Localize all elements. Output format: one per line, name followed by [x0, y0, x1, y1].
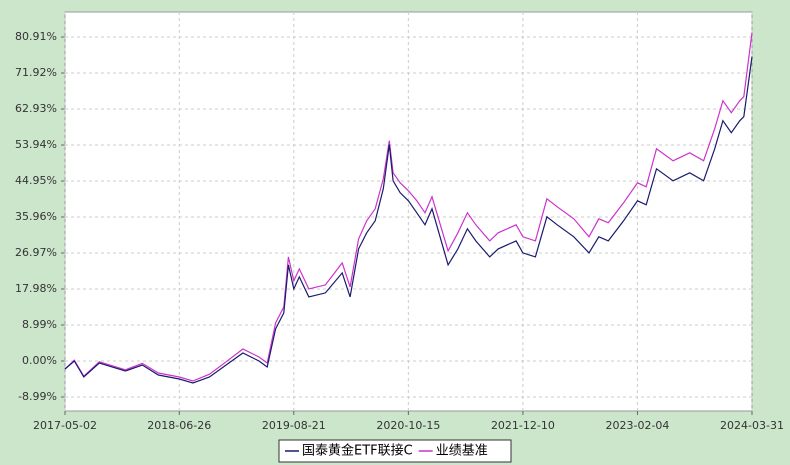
y-tick-label: 80.91% [15, 30, 57, 43]
legend-label: 国泰黄金ETF联接C [302, 443, 413, 459]
y-tick-label: 62.93% [15, 102, 57, 115]
x-tick-label: 2020-10-15 [376, 419, 440, 432]
x-tick-label: 2023-02-04 [605, 419, 669, 432]
y-tick-label: -8.99% [18, 390, 57, 403]
y-tick-label: 44.95% [15, 174, 57, 187]
y-tick-label: 35.96% [15, 210, 57, 223]
y-tick-label: 53.94% [15, 138, 57, 151]
legend [278, 439, 512, 463]
series-line [64, 56, 753, 384]
y-tick-label: 26.97% [15, 246, 57, 259]
legend-label: 业绩基准 [436, 444, 488, 459]
series-line [64, 32, 753, 382]
y-tick-label: 8.99% [22, 318, 57, 331]
y-tick-label: 71.92% [15, 66, 57, 79]
x-tick-label: 2017-05-02 [33, 419, 97, 432]
x-tick-label: 2018-06-26 [147, 419, 211, 432]
x-tick-label: 2021-12-10 [491, 419, 555, 432]
x-tick-label: 2024-03-31 [720, 419, 784, 432]
y-tick-label: 0.00% [22, 354, 57, 367]
x-tick-label: 2019-08-21 [262, 419, 326, 432]
y-tick-label: 17.98% [15, 282, 57, 295]
